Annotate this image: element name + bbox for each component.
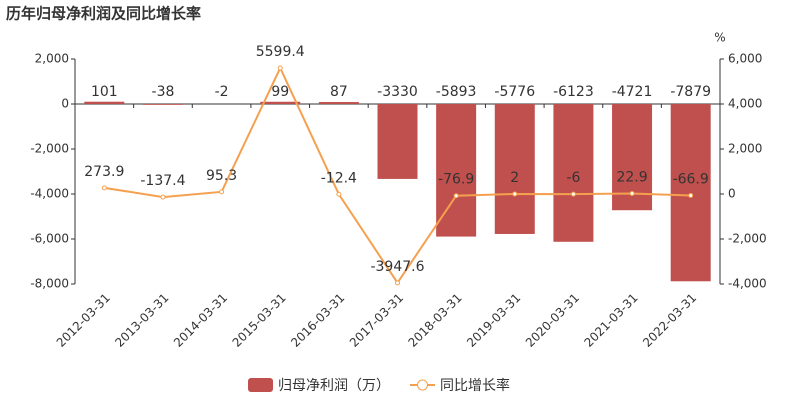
bar: [670, 104, 711, 282]
bar-value-label: -3330: [377, 84, 418, 100]
line-point: [336, 191, 342, 197]
line-point: [101, 185, 107, 191]
bar-value-label: -4721: [612, 84, 653, 100]
line-point: [453, 193, 459, 199]
bar-value-label: -38: [152, 84, 175, 100]
line-value-label: 2: [510, 170, 519, 186]
bar: [142, 104, 183, 105]
x-tick-label: 2016-03-31: [288, 291, 347, 350]
x-tick-label: 2022-03-31: [640, 291, 699, 350]
y-tick-label: -6,000: [30, 232, 69, 246]
y2-tick-label: 6,000: [728, 52, 762, 66]
y2-tick-label: -2,000: [728, 232, 767, 246]
bar-value-label: -2: [215, 84, 229, 100]
line-value-label: -12.4: [321, 170, 357, 186]
y-tick-label: -2,000: [30, 142, 69, 156]
bar-value-label: 99: [271, 84, 289, 100]
line-point: [570, 191, 576, 197]
legend-swatch: [248, 378, 273, 392]
y-tick-label: 0: [61, 97, 69, 111]
bar-value-label: -7879: [670, 84, 711, 100]
y2-unit: %: [714, 31, 725, 45]
line-point: [219, 189, 225, 195]
line-value-label: 95.3: [206, 168, 237, 184]
bar-value-label: -6123: [553, 84, 594, 100]
x-tick-label: 2017-03-31: [347, 291, 406, 350]
y-tick-label: -8,000: [30, 277, 69, 291]
line-point: [688, 193, 694, 199]
x-tick-label: 2012-03-31: [54, 291, 113, 350]
legend-swatch: [417, 379, 428, 391]
chart-title: 历年归母净利润及同比增长率: [6, 5, 201, 23]
bar-value-label: -5776: [494, 84, 535, 100]
line-value-label: 5599.4: [256, 44, 305, 60]
line-value-label: -6: [566, 170, 580, 186]
y2-tick-label: 2,000: [728, 142, 762, 156]
line-value-label: -66.9: [673, 172, 709, 188]
y-tick-label: -4,000: [30, 187, 69, 201]
bar: [260, 101, 301, 104]
y2-tick-label: 0: [728, 187, 736, 201]
line-value-label: 22.9: [616, 169, 647, 185]
bar: [494, 104, 535, 234]
bar-value-label: -5893: [436, 84, 477, 100]
legend-label: 同比增长率: [440, 377, 510, 394]
line-point: [629, 190, 635, 196]
bar-value-label: 101: [91, 84, 118, 100]
line-value-label: 273.9: [84, 164, 124, 180]
line-value-label: -137.4: [140, 173, 185, 189]
x-tick-label: 2013-03-31: [112, 291, 171, 350]
x-tick-label: 2021-03-31: [581, 291, 640, 350]
x-tick-label: 2020-03-31: [523, 291, 582, 350]
line-value-label: -76.9: [438, 172, 474, 188]
line-point: [395, 280, 400, 286]
x-tick-label: 2015-03-31: [230, 291, 289, 350]
line-value-label: -3947.6: [370, 259, 424, 275]
legend-label: 归母净利润（万）: [278, 377, 390, 394]
bar: [553, 104, 594, 242]
bar: [318, 102, 359, 104]
line-point: [277, 65, 283, 71]
x-tick-label: 2018-03-31: [406, 291, 465, 350]
y-tick-label: 2,000: [35, 52, 69, 66]
bar-value-label: 87: [330, 84, 348, 100]
y2-tick-label: -4,000: [728, 277, 767, 291]
bar: [84, 101, 125, 104]
x-tick-label: 2014-03-31: [171, 291, 230, 350]
line-point: [512, 191, 518, 197]
bar: [377, 104, 418, 179]
line-point: [160, 194, 166, 200]
y2-tick-label: 4,000: [728, 97, 762, 111]
x-tick-label: 2019-03-31: [464, 291, 523, 350]
